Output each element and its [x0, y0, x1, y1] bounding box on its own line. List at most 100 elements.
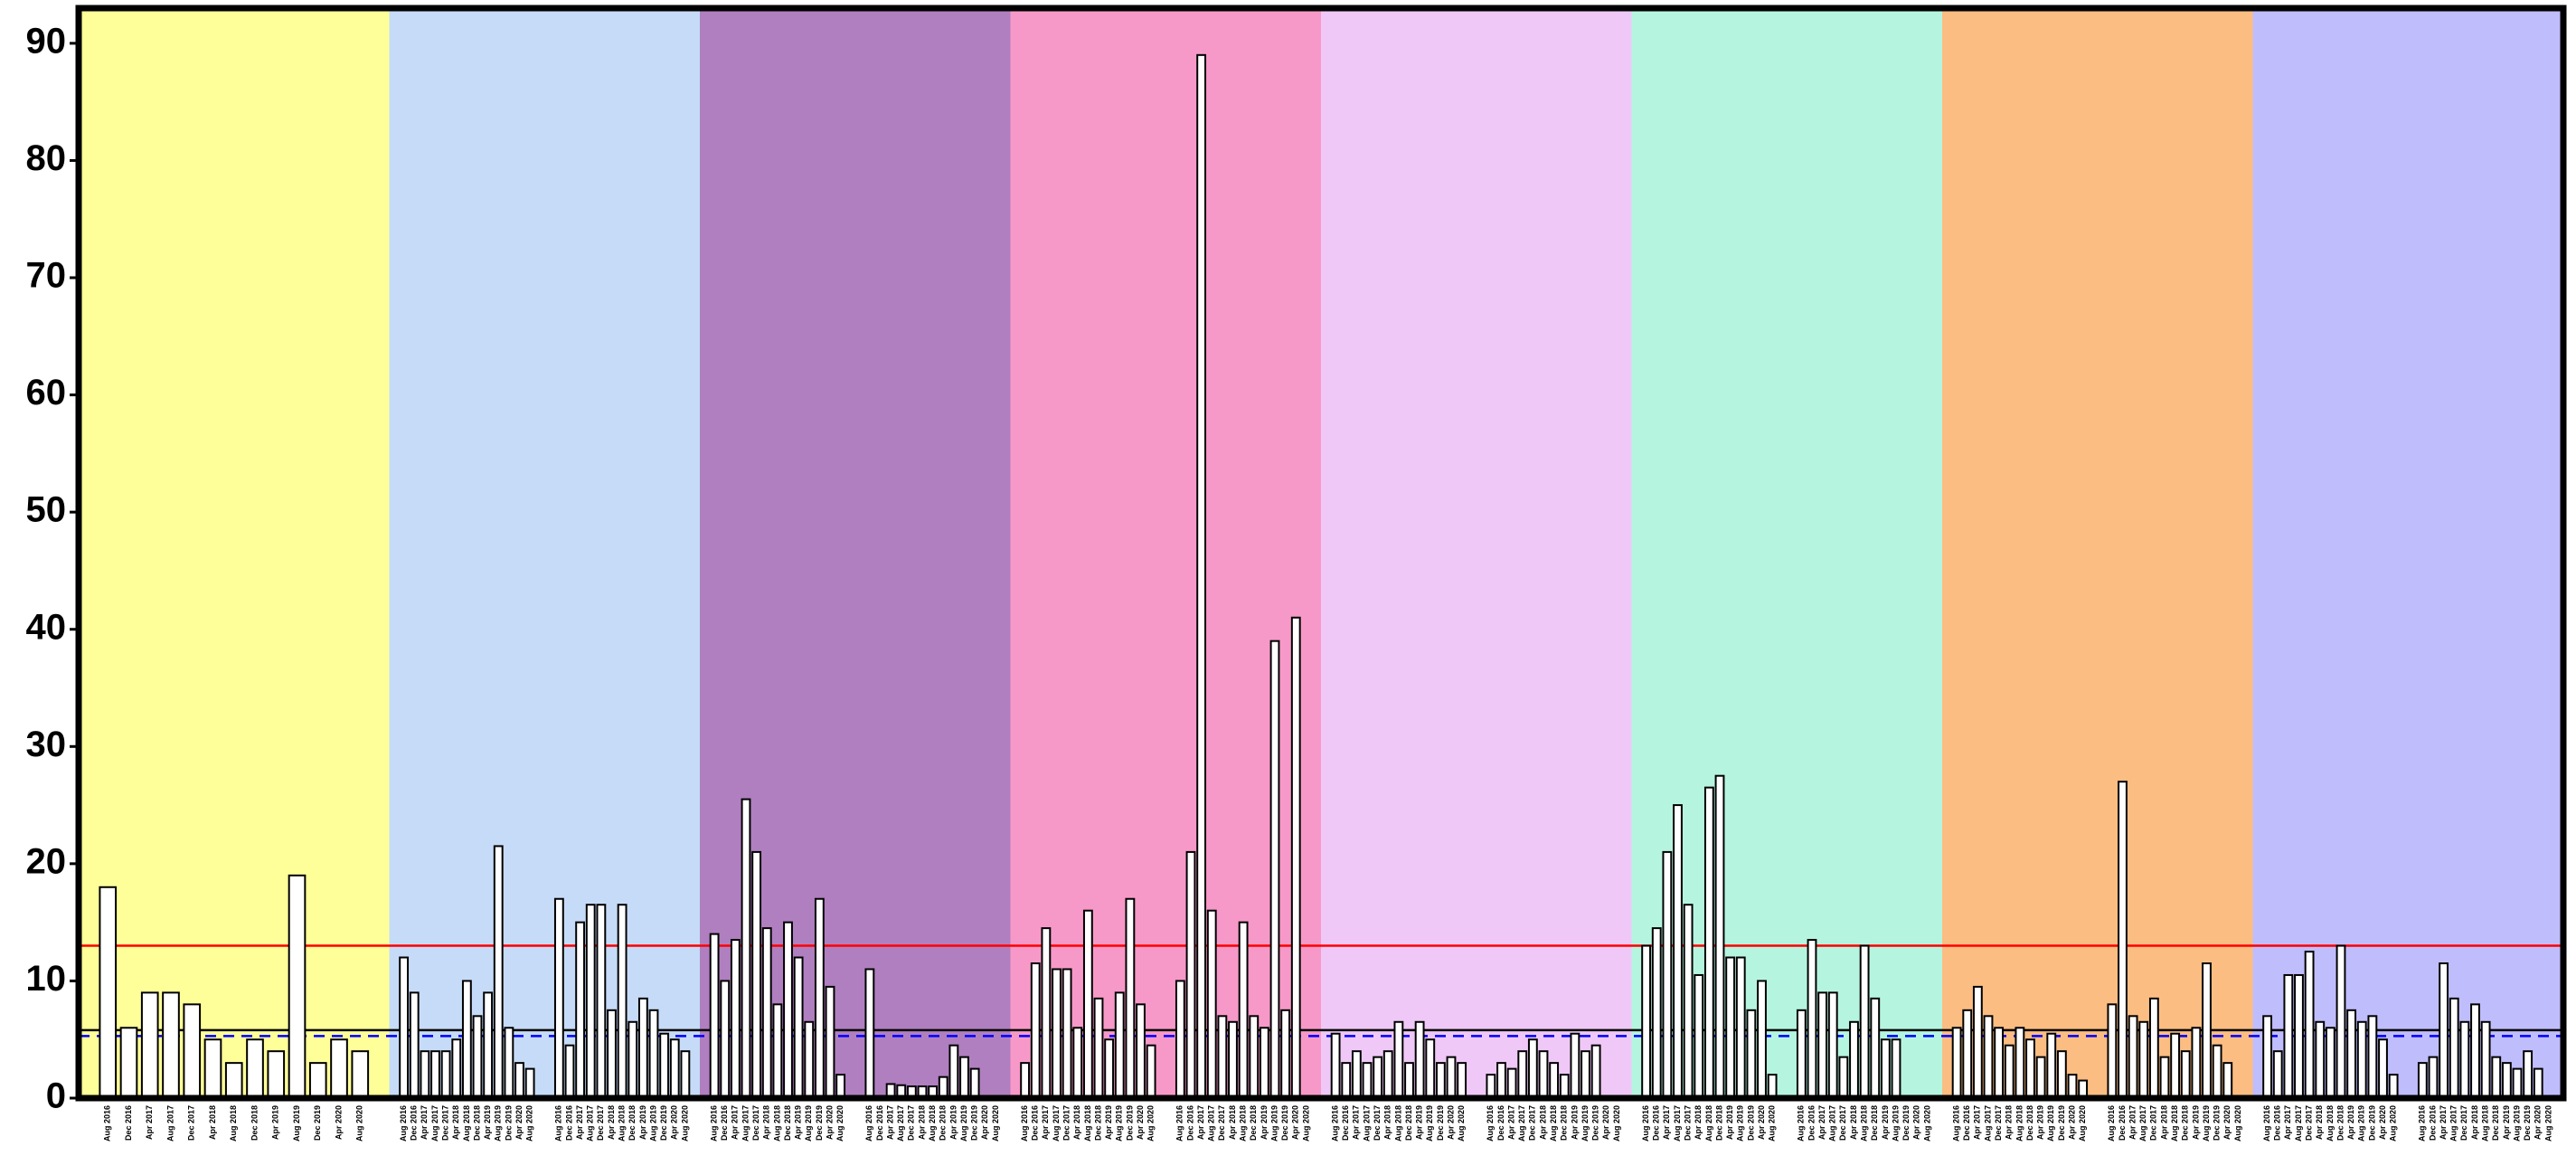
- bar: [451, 1038, 462, 1100]
- x-tick-label: Dec 2018: [1870, 1105, 1879, 1141]
- x-tick-label: Aug 2020: [1301, 1105, 1310, 1142]
- x-tick-label: Apr 2018: [2315, 1105, 2324, 1140]
- x-tick-label: Aug 2016: [2262, 1105, 2271, 1142]
- bar: [203, 1038, 222, 1100]
- bar: [1382, 1050, 1393, 1099]
- x-tick-label: Aug 2018: [2015, 1105, 2024, 1142]
- bar: [1052, 968, 1062, 1100]
- bar: [2170, 1032, 2181, 1100]
- y-tick-label: 60: [26, 373, 67, 412]
- x-tick-label: Apr 2020: [2222, 1105, 2232, 1140]
- x-tick-label: Apr 2018: [208, 1105, 217, 1140]
- y-tick-label: 0: [46, 1076, 66, 1116]
- x-tick-label: Apr 2020: [1136, 1105, 1145, 1140]
- x-tick-label: Apr 2020: [2067, 1105, 2076, 1140]
- bar: [2533, 1067, 2543, 1100]
- bar: [2159, 1056, 2170, 1099]
- x-tick-label: Dec 2019: [2213, 1105, 2222, 1141]
- bar: [1330, 1032, 1341, 1100]
- panel-background: [1010, 8, 1321, 1098]
- bar: [617, 904, 627, 1099]
- bar: [2356, 1020, 2367, 1099]
- x-tick-label: Aug 2016: [1486, 1105, 1495, 1142]
- bar: [183, 1003, 202, 1100]
- bar: [2417, 1062, 2428, 1099]
- x-tick-label: Dec 2016: [1652, 1105, 1661, 1141]
- bar: [1114, 991, 1125, 1099]
- bar: [1994, 1027, 2005, 1099]
- x-tick-label: Aug 2016: [1330, 1105, 1339, 1142]
- bar: [162, 991, 180, 1099]
- x-tick-label: Aug 2016: [1951, 1105, 1960, 1142]
- bar: [648, 1009, 659, 1100]
- x-tick-label: Dec 2018: [939, 1105, 948, 1141]
- bar: [1185, 850, 1196, 1099]
- x-tick-label: Apr 2018: [1538, 1105, 1547, 1140]
- x-tick-label: Apr 2020: [825, 1105, 834, 1140]
- bar: [835, 1074, 846, 1100]
- bar: [2294, 973, 2304, 1100]
- x-tick-label: Aug 2017: [1362, 1105, 1371, 1142]
- x-tick-label: Aug 2019: [804, 1105, 813, 1142]
- bar: [709, 933, 720, 1100]
- bar: [2346, 1009, 2357, 1100]
- x-tick-label: Aug 2019: [494, 1105, 503, 1142]
- x-tick-label: Dec 2018: [250, 1105, 259, 1141]
- x-tick-label: Dec 2016: [564, 1105, 573, 1141]
- bar: [2428, 1056, 2439, 1099]
- bar: [1559, 1074, 1570, 1100]
- x-tick-label: Dec 2019: [1591, 1105, 1600, 1141]
- panel-background: [79, 8, 390, 1098]
- x-tick-label: Aug 2019: [648, 1105, 657, 1142]
- x-tick-label: Dec 2017: [2459, 1105, 2468, 1141]
- bar: [2025, 1038, 2035, 1100]
- bar: [607, 1009, 617, 1100]
- x-tick-label: Dec 2017: [1373, 1105, 1382, 1141]
- bar: [1435, 1062, 1446, 1099]
- bar: [267, 1050, 286, 1099]
- x-tick-label: Apr 2017: [885, 1105, 894, 1140]
- x-tick-label: Dec 2019: [1901, 1105, 1911, 1141]
- bar: [2459, 1020, 2470, 1099]
- bar: [761, 927, 772, 1099]
- bar: [246, 1038, 264, 1100]
- x-tick-label: Apr 2020: [1446, 1105, 1455, 1140]
- bar: [659, 1032, 670, 1100]
- bar: [524, 1067, 535, 1100]
- x-tick-label: Dec 2016: [2118, 1105, 2127, 1141]
- bar: [864, 968, 875, 1100]
- bar: [2212, 1044, 2222, 1100]
- x-tick-label: Apr 2017: [1506, 1105, 1515, 1140]
- bar: [2335, 944, 2346, 1099]
- x-tick-label: Dec 2018: [1249, 1105, 1258, 1141]
- x-tick-label: Dec 2019: [1125, 1105, 1134, 1141]
- bar: [2315, 1020, 2326, 1099]
- x-tick-label: Dec 2019: [313, 1105, 322, 1141]
- x-tick-label: Dec 2019: [1280, 1105, 1289, 1141]
- x-tick-label: Aug 2018: [1860, 1105, 1869, 1142]
- bar: [1249, 1015, 1260, 1099]
- bar: [2378, 1038, 2388, 1100]
- x-tick-label: Apr 2017: [1817, 1105, 1826, 1140]
- x-tick-label: Dec 2019: [1436, 1105, 1445, 1141]
- x-tick-label: Dec 2016: [1496, 1105, 1505, 1141]
- bar: [1570, 1032, 1581, 1100]
- x-tick-label: Dec 2018: [472, 1105, 481, 1141]
- bar: [959, 1056, 969, 1099]
- x-tick-label: Apr 2019: [271, 1105, 280, 1140]
- bar: [2035, 1056, 2046, 1099]
- x-tick-label: Apr 2019: [483, 1105, 492, 1140]
- x-tick-label: Apr 2017: [420, 1105, 429, 1140]
- bar: [461, 980, 472, 1099]
- bar: [119, 1027, 138, 1099]
- x-tick-label: Aug 2019: [1891, 1105, 1900, 1142]
- bar: [2367, 1015, 2378, 1099]
- bar: [1527, 1038, 1538, 1100]
- bar: [1414, 1020, 1425, 1099]
- x-tick-label: Apr 2018: [2470, 1105, 2479, 1140]
- bar: [351, 1050, 370, 1099]
- x-tick-label: Dec 2017: [440, 1105, 449, 1141]
- x-tick-label: Apr 2020: [1601, 1105, 1610, 1140]
- bar: [1072, 1027, 1083, 1099]
- x-tick-label: Aug 2020: [2543, 1105, 2552, 1142]
